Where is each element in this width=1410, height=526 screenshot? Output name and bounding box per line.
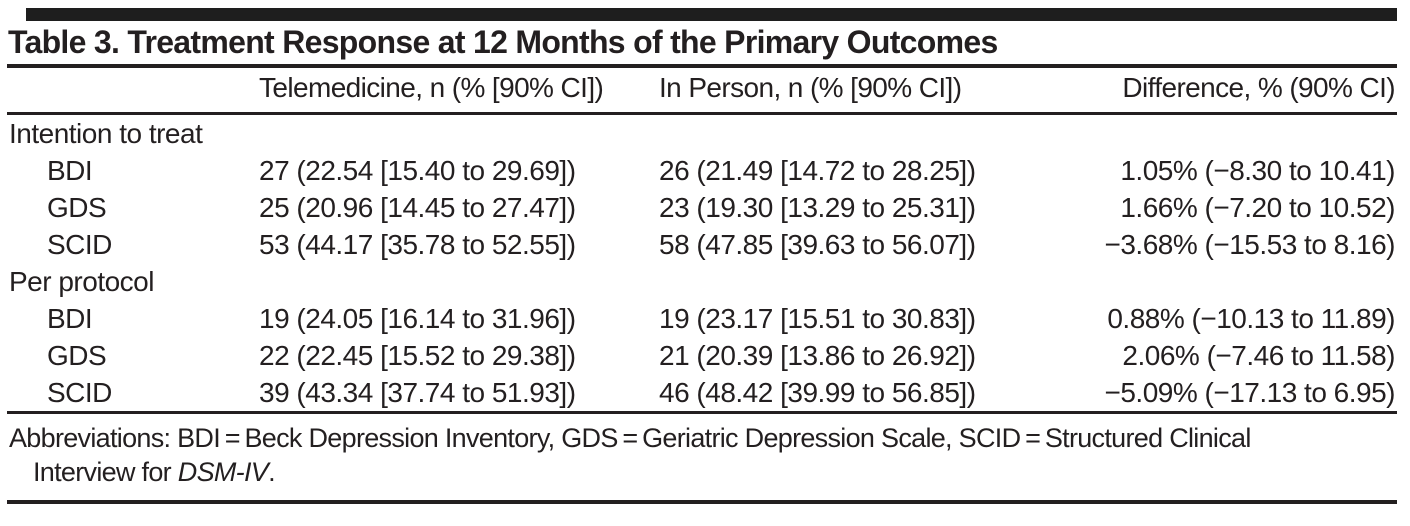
table-row-itt-scid: SCID 53 (44.17 [35.78 to 52.55]) 58 (47.… — [7, 226, 1397, 263]
row-label: SCID — [47, 228, 112, 260]
cell-telemedicine: 22 (22.45 [15.52 to 29.38]) — [259, 339, 576, 371]
column-header-in-person: In Person, n (% [90% CI]) — [659, 68, 1071, 115]
footnote-line-1: Abbreviations: BDI = Beck Depression Inv… — [9, 422, 1251, 453]
table-row-itt-bdi: BDI 27 (22.54 [15.40 to 29.69]) 26 (21.4… — [7, 152, 1397, 189]
table-row-pp-gds: GDS 22 (22.45 [15.52 to 29.38]) 21 (20.3… — [7, 337, 1397, 374]
table-footnote: Abbreviations: BDI = Beck Depression Inv… — [7, 414, 1397, 500]
cell-difference: −5.09% (−17.13 to 6.95) — [1104, 376, 1396, 408]
row-label: BDI — [47, 154, 93, 186]
top-bar — [26, 8, 1397, 21]
column-header-difference: Difference, % (90% CI) — [1071, 68, 1397, 115]
row-label: GDS — [47, 191, 107, 223]
table-row-pp-scid: SCID 39 (43.34 [37.74 to 51.93]) 46 (48.… — [7, 374, 1397, 413]
cell-difference: 1.05% (−8.30 to 10.41) — [1120, 154, 1395, 186]
section-row-intention-to-treat: Intention to treat — [7, 113, 1397, 152]
section-row-per-protocol: Per protocol — [7, 263, 1397, 300]
cell-telemedicine: 25 (20.96 [14.45 to 27.47]) — [259, 191, 576, 223]
cell-in-person: 26 (21.49 [14.72 to 28.25]) — [659, 154, 976, 186]
row-label: BDI — [47, 302, 93, 334]
footnote-dsm-iv: DSM-IV — [177, 456, 269, 487]
outcomes-table: Telemedicine, n (% [90% CI]) In Person, … — [7, 68, 1397, 414]
cell-telemedicine: 53 (44.17 [35.78 to 52.55]) — [259, 228, 576, 260]
table-title: Table 3. Treatment Response at 12 Months… — [8, 24, 998, 60]
table-row-pp-bdi: BDI 19 (24.05 [16.14 to 31.96]) 19 (23.1… — [7, 300, 1397, 337]
cell-telemedicine: 39 (43.34 [37.74 to 51.93]) — [259, 376, 576, 408]
row-label: GDS — [47, 339, 107, 371]
cell-difference: −3.68% (−15.53 to 8.16) — [1104, 228, 1396, 260]
cell-difference: 1.66% (−7.20 to 10.52) — [1120, 191, 1395, 223]
cell-in-person: 21 (20.39 [13.86 to 26.92]) — [659, 339, 976, 371]
cell-telemedicine: 27 (22.54 [15.40 to 29.69]) — [259, 154, 576, 186]
footnote-line-2: Interview for DSM-IV. — [9, 455, 1397, 489]
cell-in-person: 19 (23.17 [15.51 to 30.83]) — [659, 302, 976, 334]
cell-telemedicine: 19 (24.05 [16.14 to 31.96]) — [259, 302, 576, 334]
column-header-empty — [7, 68, 259, 115]
table-row-itt-gds: GDS 25 (20.96 [14.45 to 27.47]) 23 (19.3… — [7, 189, 1397, 226]
cell-in-person: 46 (48.42 [39.99 to 56.85]) — [659, 376, 976, 408]
journal-table-figure: Table 3. Treatment Response at 12 Months… — [7, 8, 1397, 504]
cell-difference: 0.88% (−10.13 to 11.89) — [1107, 302, 1395, 334]
footnote-period: . — [268, 456, 275, 487]
cell-in-person: 58 (47.85 [39.63 to 56.07]) — [659, 228, 976, 260]
column-header-telemedicine: Telemedicine, n (% [90% CI]) — [259, 68, 659, 115]
title-rule — [7, 64, 1397, 68]
column-header-row: Telemedicine, n (% [90% CI]) In Person, … — [7, 68, 1397, 115]
footnote-line-2-text: Interview for — [33, 456, 178, 487]
cell-difference: 2.06% (−7.46 to 11.58) — [1122, 339, 1395, 371]
bottom-rule — [7, 499, 1397, 504]
row-label: SCID — [47, 376, 112, 408]
cell-in-person: 23 (19.30 [13.29 to 25.31]) — [659, 191, 976, 223]
section-label: Per protocol — [9, 265, 154, 297]
section-label: Intention to treat — [9, 117, 203, 149]
